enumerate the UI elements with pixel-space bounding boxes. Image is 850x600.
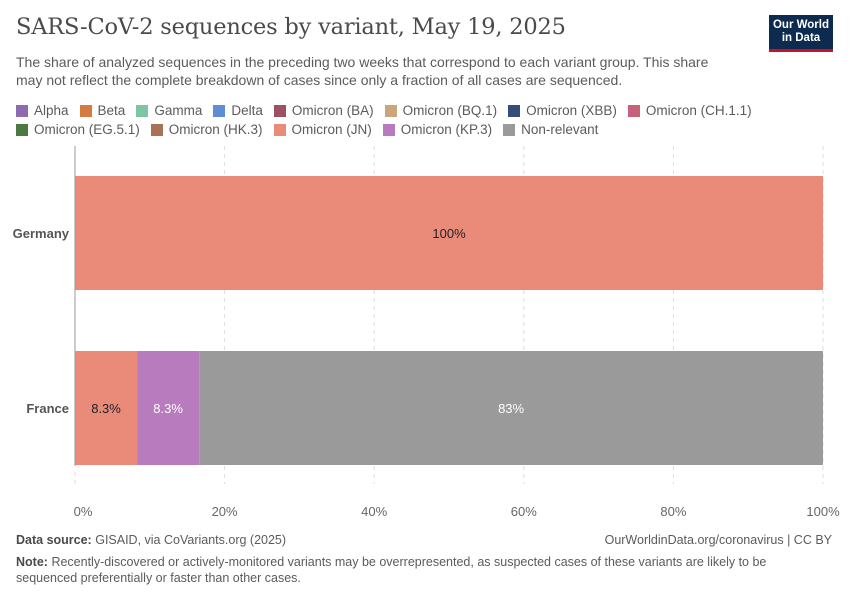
logo-line-1: Our World [772, 19, 829, 31]
source-url[interactable]: OurWorldinData.org/coronavirus | CC BY [604, 533, 832, 547]
bar-segment [137, 351, 200, 465]
x-tick-label: 0% [74, 504, 93, 519]
note-text: Recently-discovered or actively-monitore… [16, 555, 767, 585]
legend-swatch [150, 123, 163, 136]
owid-logo[interactable]: Our World in Data [769, 15, 833, 52]
legend-label: Omicron (KP.3) [400, 122, 493, 137]
legend-label: Omicron (JN) [291, 122, 372, 137]
legend-item[interactable]: Omicron (XBB) [508, 101, 617, 120]
x-tick-label: 80% [660, 504, 686, 519]
legend-label: Delta [231, 103, 263, 118]
legend-item[interactable]: Alpha [16, 101, 69, 120]
logo-line-2: in Data [781, 32, 821, 44]
data-source-text[interactable]: GISAID, via CoVariants.org (2025) [95, 533, 287, 547]
note-label: Note: [16, 555, 48, 569]
legend-label: Omicron (BA) [291, 103, 374, 118]
legend-swatch [627, 104, 640, 117]
legend-swatch [508, 104, 521, 117]
data-label: 8.3% [153, 401, 183, 416]
data-label: 100% [432, 226, 466, 241]
legend-item[interactable]: Omicron (EG.5.1) [16, 120, 140, 139]
legend-label: Beta [97, 103, 126, 118]
legend-item[interactable]: Omicron (KP.3) [382, 120, 493, 139]
legend-item[interactable]: Non-relevant [503, 120, 598, 139]
legend-swatch [273, 104, 286, 117]
legend-label: Omicron (CH.1.1) [645, 103, 752, 118]
data-label: 8.3% [91, 401, 121, 416]
legend-item[interactable]: Omicron (CH.1.1) [627, 101, 752, 120]
x-tick-label: 60% [511, 504, 537, 519]
legend-label: Alpha [34, 103, 69, 118]
legend-label: Omicron (EG.5.1) [34, 122, 140, 137]
legend-item[interactable]: Omicron (HK.3) [150, 120, 263, 139]
bar-segment [199, 351, 824, 465]
legend-swatch [16, 123, 28, 136]
legend-swatch [384, 104, 397, 117]
data-label: 83% [498, 401, 524, 416]
data-source: Data source: GISAID, via CoVariants.org … [16, 533, 286, 547]
x-tick-label: 40% [361, 504, 387, 519]
legend-item[interactable]: Gamma [136, 101, 202, 120]
legend-swatch [213, 104, 226, 117]
legend-label: Non-relevant [521, 122, 599, 137]
data-source-label: Data source: [16, 533, 92, 547]
chart-title: SARS-CoV-2 sequences by variant, May 19,… [16, 14, 566, 40]
legend-swatch [136, 104, 149, 117]
legend-item[interactable]: Delta [213, 101, 263, 120]
bar-segment [75, 351, 138, 465]
category-label: Germany [13, 226, 70, 241]
legend-item[interactable]: Beta [79, 101, 126, 120]
chart-subtitle: The share of analyzed sequences in the p… [16, 54, 709, 88]
legend-swatch [382, 123, 395, 136]
legend-item[interactable]: Omicron (BQ.1) [384, 101, 498, 120]
chart-note: Note: Recently-discovered or actively-mo… [16, 554, 816, 586]
legend-row: Omicron (EG.5.1) Omicron (HK.3) Omicron (J… [16, 120, 836, 139]
bar-segment [75, 176, 823, 290]
legend-row: Alpha Beta Gamma Delta Omicron (BA) Omicron (… [16, 101, 836, 120]
legend-label: Omicron (BQ.1) [402, 103, 498, 118]
x-tick-label: 100% [806, 504, 840, 519]
legend-label: Gamma [154, 103, 203, 118]
legend-swatch [16, 104, 28, 117]
legend-item[interactable]: Omicron (JN) [273, 120, 372, 139]
x-tick-label: 20% [212, 504, 238, 519]
legend-label: Omicron (HK.3) [168, 122, 263, 137]
legend: Alpha Beta Gamma Delta Omicron (BA) Omicron (… [16, 101, 836, 139]
legend-label: Omicron (XBB) [526, 103, 617, 118]
legend-item[interactable]: Omicron (BA) [273, 101, 374, 120]
legend-swatch [503, 123, 516, 136]
category-label: France [26, 401, 69, 416]
legend-swatch [273, 123, 286, 136]
legend-swatch [79, 104, 92, 117]
